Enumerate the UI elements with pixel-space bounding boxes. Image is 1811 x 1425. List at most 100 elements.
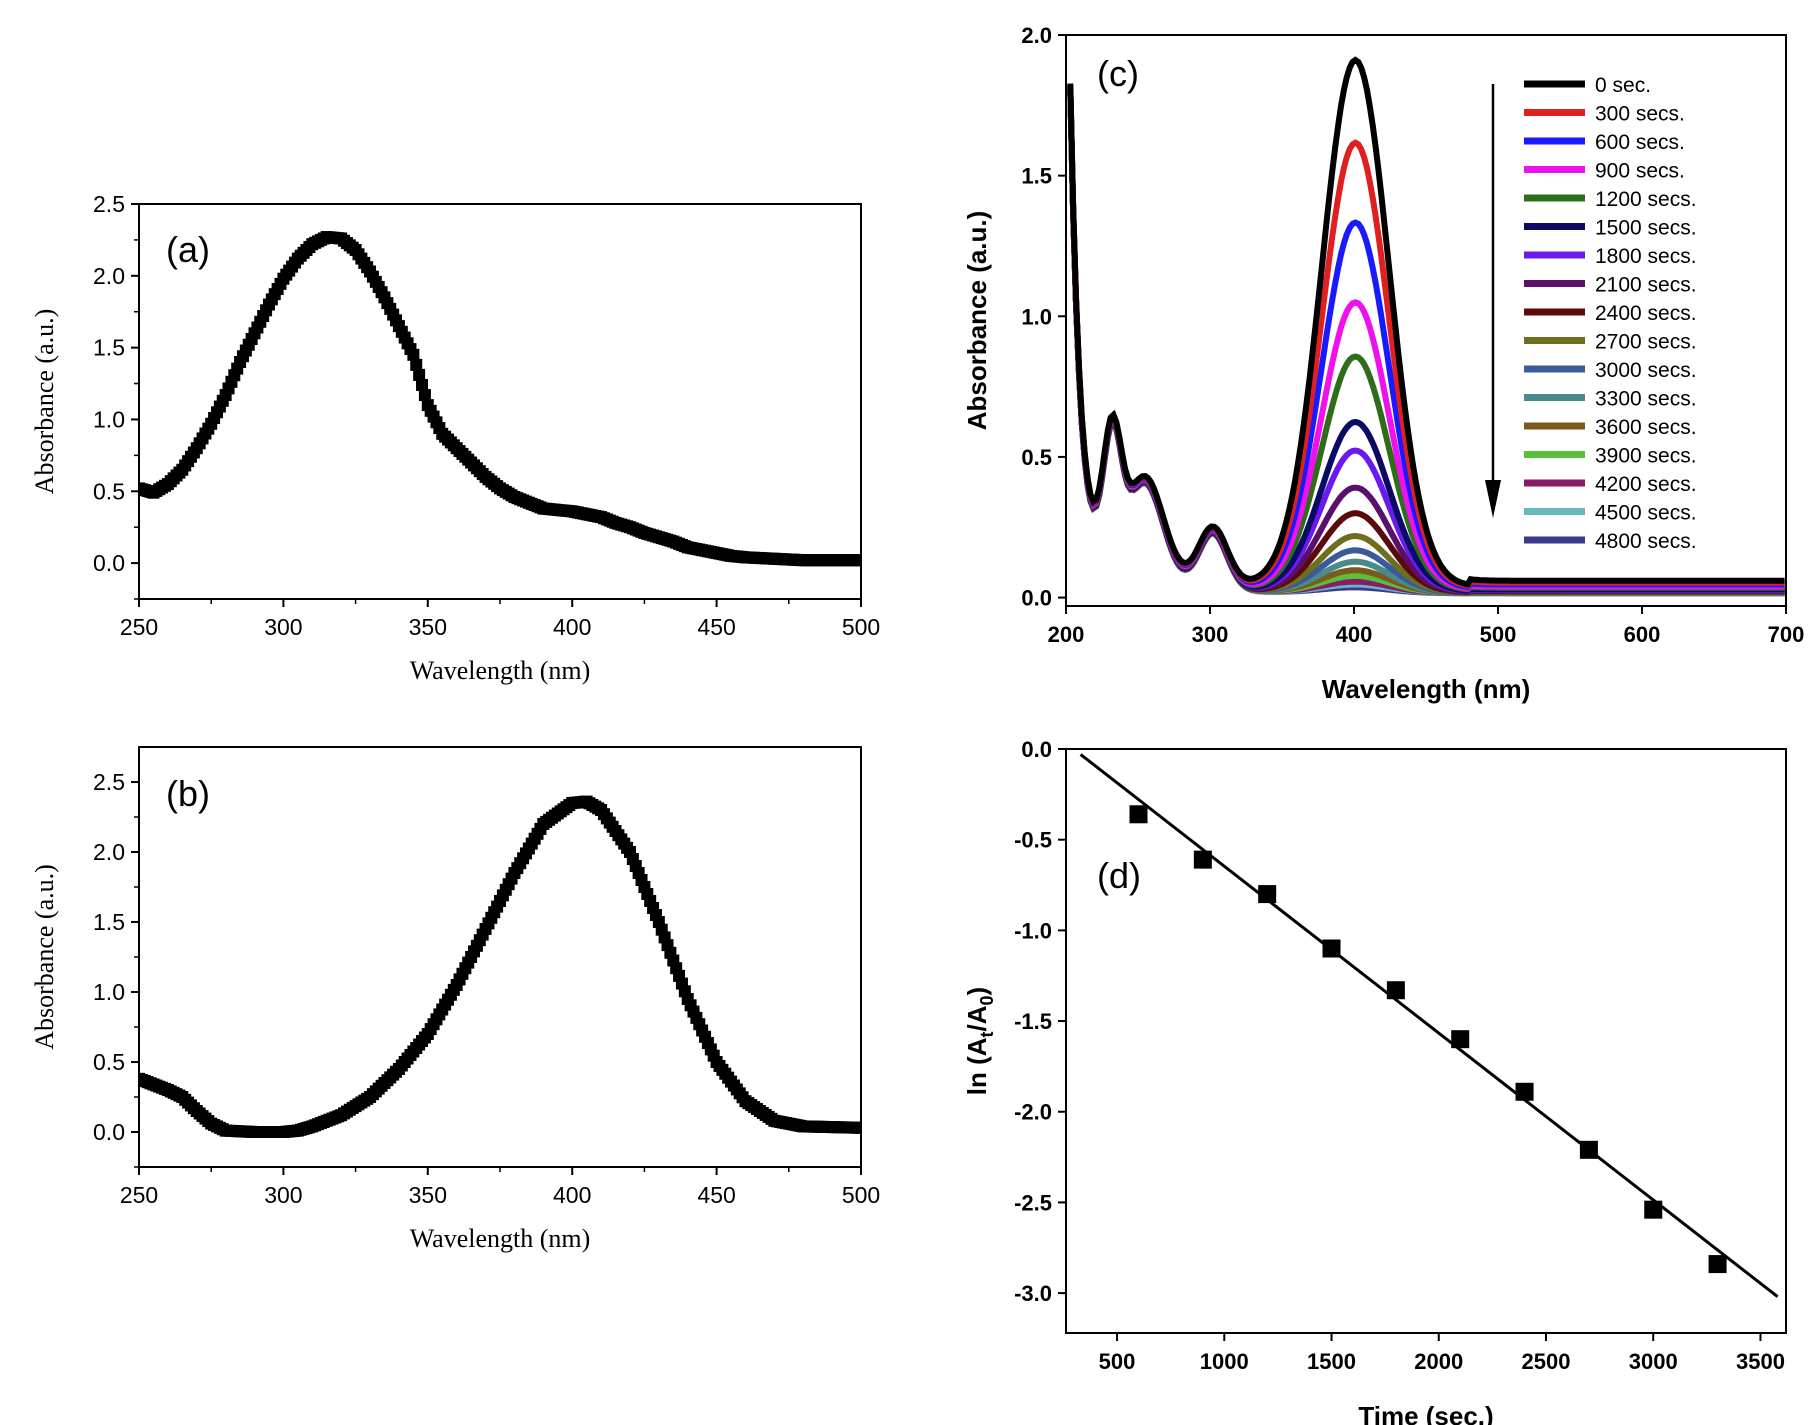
data-point-fill bbox=[505, 872, 518, 885]
y-tick-label: -1.0 bbox=[1014, 918, 1052, 943]
y-axis-label-part: ) bbox=[962, 987, 992, 996]
data-point-fill bbox=[476, 928, 489, 941]
x-axis-label: Wavelength (nm) bbox=[410, 1224, 591, 1253]
legend-label: 3600 secs. bbox=[1595, 416, 1697, 439]
data-point bbox=[1451, 1030, 1470, 1049]
legend-label: 1200 secs. bbox=[1595, 188, 1697, 211]
y-tick-label: 1.0 bbox=[1021, 304, 1052, 329]
x-tick-label: 500 bbox=[1099, 1349, 1136, 1374]
x-tick-label: 300 bbox=[1192, 622, 1229, 647]
legend-label: 3300 secs. bbox=[1595, 388, 1697, 411]
y-tick-label: 1.5 bbox=[93, 909, 125, 935]
data-point-fill bbox=[418, 389, 431, 402]
data-point-fill bbox=[693, 1018, 706, 1031]
data-point-fill bbox=[216, 394, 229, 407]
y-tick-label: 0.0 bbox=[1021, 737, 1052, 762]
axes-frame bbox=[1065, 34, 1787, 607]
panel-label: (b) bbox=[166, 773, 210, 814]
data-point-fill bbox=[187, 446, 200, 459]
x-tick-label: 500 bbox=[842, 614, 880, 640]
x-tick-label: 600 bbox=[1624, 622, 1661, 647]
data-point bbox=[1644, 1200, 1663, 1219]
x-tick-label: 400 bbox=[553, 614, 591, 640]
y-tick-label: 1.5 bbox=[93, 335, 125, 361]
x-axis-label: Wavelength (nm) bbox=[410, 656, 591, 685]
data-point-fill bbox=[410, 358, 423, 371]
y-axis-label-subscript: t bbox=[977, 1031, 997, 1037]
data-point-fill bbox=[852, 554, 861, 567]
y-axis-label-part: /A bbox=[962, 1005, 992, 1031]
x-tick-label: 300 bbox=[264, 614, 302, 640]
y-tick-label: -3.0 bbox=[1014, 1281, 1052, 1306]
data-point bbox=[1386, 981, 1405, 1000]
data-point bbox=[1579, 1140, 1598, 1159]
plot-area bbox=[139, 795, 861, 1138]
x-tick-label: 1000 bbox=[1200, 1349, 1249, 1374]
legend-label: 4200 secs. bbox=[1595, 473, 1697, 496]
y-tick-label: 0.5 bbox=[93, 478, 125, 504]
y-tick-label: -1.5 bbox=[1014, 1009, 1052, 1034]
data-point bbox=[1515, 1082, 1534, 1101]
data-point bbox=[1322, 939, 1341, 958]
y-tick-label: 2.0 bbox=[93, 263, 125, 289]
legend-label: 4500 secs. bbox=[1595, 502, 1697, 525]
x-tick-label: 400 bbox=[1336, 622, 1373, 647]
plot-area bbox=[1067, 56, 1785, 597]
x-tick-label: 250 bbox=[120, 1182, 158, 1208]
x-axis-label: Wavelength (nm) bbox=[1322, 674, 1530, 704]
legend-label: 900 secs. bbox=[1595, 160, 1685, 183]
data-point-fill bbox=[447, 983, 460, 996]
x-tick-label: 3500 bbox=[1736, 1349, 1785, 1374]
data-point-fill bbox=[851, 1121, 861, 1134]
legend-label: 1500 secs. bbox=[1595, 217, 1697, 240]
y-tick-label: -0.5 bbox=[1014, 828, 1052, 853]
data-point-fill bbox=[413, 368, 426, 381]
data-point bbox=[1258, 885, 1277, 904]
y-axis-label-part: ln (A bbox=[962, 1037, 992, 1095]
legend-label: 3000 secs. bbox=[1595, 359, 1697, 382]
y-tick-label: 0.0 bbox=[93, 1119, 125, 1145]
y-tick-label: 2.5 bbox=[93, 769, 125, 795]
x-tick-label: 300 bbox=[264, 1182, 302, 1208]
legend-label: 4800 secs. bbox=[1595, 530, 1697, 553]
y-tick-label: 0.5 bbox=[1021, 445, 1052, 470]
panel-label: (a) bbox=[166, 229, 210, 270]
arrow-down-icon bbox=[1485, 480, 1501, 518]
legend-label: 300 secs. bbox=[1595, 103, 1685, 126]
y-axis-label: Absorbance (a.u.) bbox=[962, 211, 992, 431]
x-tick-label: 3000 bbox=[1629, 1349, 1678, 1374]
chart-panel-d: 500 1000 1500 2000 2500 3000 3500 0.0 -0.5 -1.0 -1… bbox=[962, 737, 1787, 1425]
data-point-fill bbox=[260, 304, 273, 317]
data-point-fill bbox=[416, 378, 429, 391]
x-axis-label: Time (sec.) bbox=[1358, 1401, 1493, 1425]
y-axis-label: ln (At/A0) bbox=[962, 987, 997, 1095]
data-point-fill bbox=[361, 261, 374, 274]
y-tick-label: 2.5 bbox=[93, 191, 125, 217]
legend-label: 3900 secs. bbox=[1595, 445, 1697, 468]
x-tick-label: 500 bbox=[842, 1182, 880, 1208]
series-line bbox=[1067, 56, 1785, 588]
y-tick-label: 0.0 bbox=[93, 550, 125, 576]
x-tick-label: 400 bbox=[553, 1182, 591, 1208]
legend-label: 600 secs. bbox=[1595, 131, 1685, 154]
y-tick-label: 1.0 bbox=[93, 979, 125, 1005]
y-tick-label: 2.0 bbox=[1021, 23, 1052, 48]
legend-label: 2100 secs. bbox=[1595, 274, 1697, 297]
y-tick-label: 0.5 bbox=[93, 1049, 125, 1075]
x-tick-label: 200 bbox=[1048, 622, 1085, 647]
chart-panel-a: 250 300 350 400 450 500 0.0 0.5 1.0 1.5 2.0 2.5 (a) W… bbox=[30, 191, 880, 685]
x-tick-label: 2500 bbox=[1522, 1349, 1571, 1374]
data-point-fill bbox=[231, 362, 244, 375]
y-tick-label: 1.5 bbox=[1021, 164, 1052, 189]
y-tick-label: -2.5 bbox=[1014, 1190, 1052, 1215]
data-point-fill bbox=[404, 343, 417, 356]
data-point-fill bbox=[375, 286, 388, 299]
data-point bbox=[1708, 1255, 1727, 1274]
plot-area bbox=[1079, 753, 1779, 1298]
data-point-fill bbox=[390, 314, 403, 327]
data-point-fill bbox=[274, 277, 287, 290]
legend-label: 1800 secs. bbox=[1595, 245, 1697, 268]
y-tick-label: -2.0 bbox=[1014, 1100, 1052, 1125]
data-point-fill bbox=[678, 985, 691, 998]
